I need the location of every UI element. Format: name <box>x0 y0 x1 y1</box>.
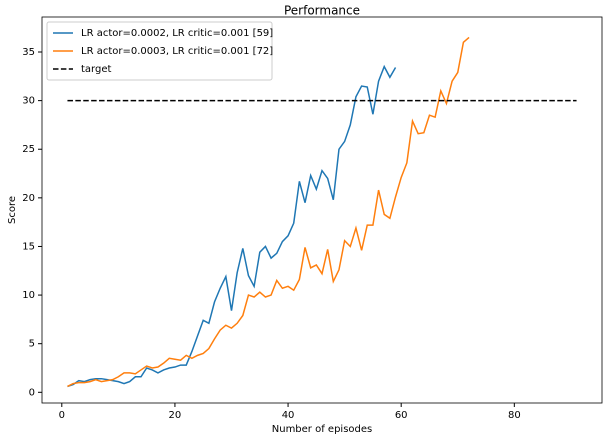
y-tick-label: 20 <box>22 193 35 204</box>
y-tick-label: 5 <box>29 339 35 350</box>
legend-label: target <box>81 64 111 75</box>
y-tick-label: 10 <box>22 290 35 301</box>
series-line <box>67 36 470 388</box>
chart-title: Performance <box>284 4 360 18</box>
legend-label: LR actor=0.0002, LR critic=0.001 [59] <box>81 28 273 39</box>
x-tick-label: 80 <box>508 410 521 421</box>
series-line <box>67 64 397 388</box>
y-axis-label: Score <box>7 196 18 224</box>
y-tick-label: 25 <box>22 144 35 155</box>
plot-frame <box>41 16 603 404</box>
x-tick-label: 20 <box>169 410 182 421</box>
x-tick-label: 60 <box>395 410 408 421</box>
y-tick-label: 0 <box>29 387 35 398</box>
y-tick-label: 30 <box>22 96 35 107</box>
x-tick-label: 40 <box>282 410 295 421</box>
legend-box <box>46 21 273 81</box>
y-tick-label: 35 <box>22 47 35 58</box>
x-tick-label: 0 <box>59 410 65 421</box>
y-tick-label: 15 <box>22 241 35 252</box>
legend: LR actor=0.0002, LR critic=0.001 [59] LR … <box>46 21 273 81</box>
x-axis-label: Number of episodes <box>272 424 372 435</box>
legend-label: LR actor=0.0003, LR critic=0.001 [72] <box>81 46 273 57</box>
